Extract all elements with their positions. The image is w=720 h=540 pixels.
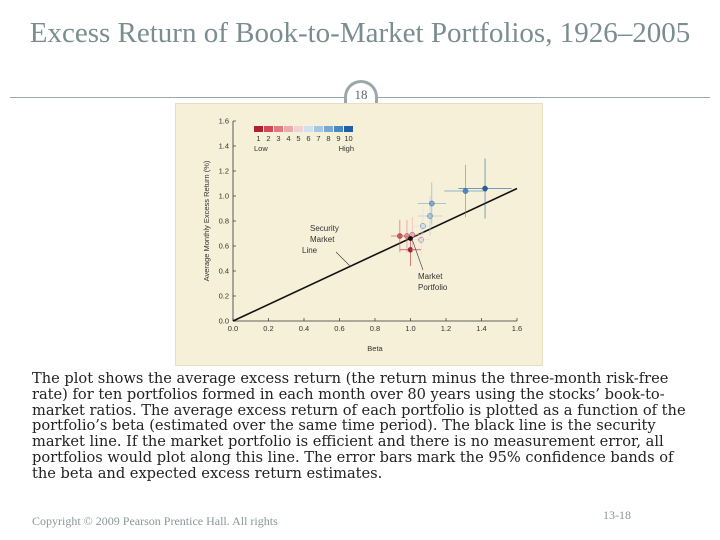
- y-axis-title: Average Monthly Excess Return (%): [202, 160, 211, 281]
- portfolio-point-9: [462, 188, 469, 194]
- sml-label-line: Line: [302, 246, 318, 255]
- x-tick-label: 1.2: [441, 324, 451, 333]
- legend-swatch-6: [304, 126, 313, 132]
- legend-label-2: 2: [266, 134, 270, 143]
- footer-page-number: 13-18: [603, 508, 631, 522]
- portfolio-point-1: [407, 246, 414, 253]
- legend-swatch-4: [284, 126, 293, 132]
- copyright-text: Copyright © 2009 Pearson Prentice Hall. …: [32, 514, 278, 528]
- legend-swatch-10: [344, 126, 353, 132]
- legend-swatch-1: [254, 126, 263, 132]
- y-tick-label: 0.2: [219, 292, 229, 301]
- y-tick-label: 1.0: [219, 192, 229, 201]
- legend-label-3: 3: [276, 134, 280, 143]
- x-tick-label: 1.4: [476, 324, 486, 333]
- legend-swatch-9: [334, 126, 343, 132]
- x-tick-label: 0.0: [228, 324, 238, 333]
- legend-label-4: 4: [286, 134, 290, 143]
- portfolio-point-7: [427, 213, 433, 219]
- security-market-line: [232, 187, 518, 322]
- x-tick-label: 0.2: [263, 324, 273, 333]
- market-label-line: Market: [418, 272, 443, 281]
- y-tick-label: 1.4: [219, 142, 229, 151]
- chart-figure: 0.0 0.2 0.4 0.6 0.8 1.0 1.2 1.4 1.6 0.0 0.2 0.4 0.6 0…: [175, 103, 543, 366]
- legend-swatch-7: [314, 126, 323, 132]
- slide-title: Excess Return of Book-to-Market Portfoli…: [29, 17, 691, 49]
- portfolio-point-8: [428, 200, 435, 207]
- legend-low-label: Low: [254, 144, 268, 153]
- legend-label-1: 1: [256, 134, 260, 143]
- market-portfolio-point: [408, 236, 413, 241]
- market-label-pointer: [412, 240, 424, 271]
- x-tick-label: 0.4: [299, 324, 309, 333]
- legend-label-9: 9: [336, 134, 340, 143]
- legend-label-8: 8: [326, 134, 330, 143]
- x-tick-label: 1.6: [512, 324, 522, 333]
- market-label-line: Portfolio: [418, 283, 448, 292]
- figure-caption: The plot shows the average excess return…: [32, 370, 686, 482]
- legend-swatch-3: [274, 126, 283, 132]
- y-tick-label: 0.0: [219, 317, 229, 326]
- legend-swatch-5: [294, 126, 303, 132]
- portfolio-point-6: [420, 223, 426, 229]
- legend-label-7: 7: [316, 134, 320, 143]
- y-tick-label: 0.4: [219, 267, 229, 276]
- legend-label-10: 10: [344, 134, 352, 143]
- x-axis-title: Beta: [367, 344, 383, 353]
- scatter-chart: 0.0 0.2 0.4 0.6 0.8 1.0 1.2 1.4 1.6 0.0 0.2 0.4 0.6 0…: [202, 117, 522, 354]
- slide-number: 18: [354, 87, 368, 102]
- legend-label-6: 6: [306, 134, 310, 143]
- x-tick-label: 0.8: [370, 324, 380, 333]
- x-tick-label: 1.0: [405, 324, 415, 333]
- x-tick-label: 0.6: [334, 324, 344, 333]
- portfolio-point-5: [418, 236, 424, 243]
- legend-label-5: 5: [296, 134, 300, 143]
- sml-label-pointer: [335, 251, 352, 268]
- y-tick-label: 0.8: [219, 217, 229, 226]
- legend-high-label: High: [339, 144, 354, 153]
- sml-label-line: Security: [310, 224, 339, 233]
- portfolio-point-10: [482, 185, 488, 192]
- y-tick-label: 1.6: [219, 117, 229, 126]
- legend-swatch-2: [264, 126, 273, 132]
- sml-label-line: Market: [310, 235, 335, 244]
- legend-swatch-8: [324, 126, 333, 132]
- y-tick-label: 0.6: [219, 242, 229, 251]
- y-tick-label: 1.2: [219, 167, 229, 176]
